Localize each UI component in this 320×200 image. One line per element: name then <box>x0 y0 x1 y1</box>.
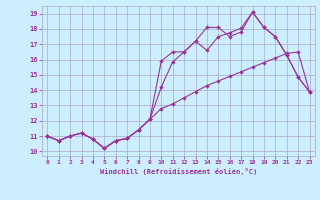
X-axis label: Windchill (Refroidissement éolien,°C): Windchill (Refroidissement éolien,°C) <box>100 168 257 175</box>
